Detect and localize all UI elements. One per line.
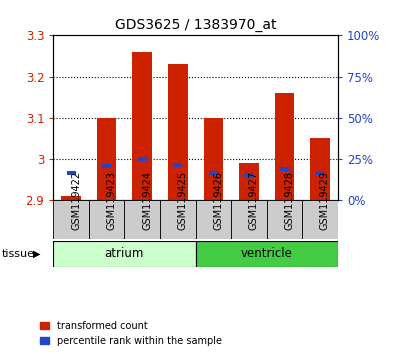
- Bar: [316, 171, 324, 175]
- Bar: [280, 167, 289, 171]
- Bar: [124, 200, 160, 239]
- Bar: [209, 171, 218, 175]
- Bar: [196, 241, 338, 267]
- Bar: [203, 118, 223, 200]
- Bar: [61, 196, 81, 200]
- Text: GSM119425: GSM119425: [178, 171, 188, 230]
- Bar: [53, 200, 89, 239]
- Text: GSM119428: GSM119428: [284, 171, 294, 230]
- Bar: [173, 163, 182, 167]
- Text: GSM119426: GSM119426: [213, 171, 223, 230]
- Bar: [245, 173, 253, 177]
- Bar: [102, 164, 111, 168]
- Bar: [267, 200, 302, 239]
- Bar: [302, 200, 338, 239]
- Legend: transformed count, percentile rank within the sample: transformed count, percentile rank withi…: [40, 321, 222, 346]
- Bar: [239, 163, 259, 200]
- Text: ▶: ▶: [33, 249, 40, 259]
- Text: GSM119422: GSM119422: [71, 171, 81, 230]
- Text: atrium: atrium: [105, 247, 144, 261]
- Bar: [97, 118, 117, 200]
- Bar: [196, 200, 231, 239]
- Text: GSM119424: GSM119424: [142, 171, 152, 230]
- Bar: [89, 200, 124, 239]
- Bar: [310, 138, 330, 200]
- Bar: [231, 200, 267, 239]
- Title: GDS3625 / 1383970_at: GDS3625 / 1383970_at: [115, 18, 276, 32]
- Text: tissue: tissue: [2, 249, 35, 259]
- Text: GSM119423: GSM119423: [107, 171, 117, 230]
- Bar: [138, 157, 147, 161]
- Bar: [53, 241, 196, 267]
- Text: ventricle: ventricle: [241, 247, 293, 261]
- Bar: [160, 200, 196, 239]
- Bar: [67, 171, 75, 175]
- Bar: [168, 64, 188, 200]
- Bar: [275, 93, 294, 200]
- Text: GSM119429: GSM119429: [320, 171, 330, 230]
- Text: GSM119427: GSM119427: [249, 171, 259, 230]
- Bar: [132, 52, 152, 200]
